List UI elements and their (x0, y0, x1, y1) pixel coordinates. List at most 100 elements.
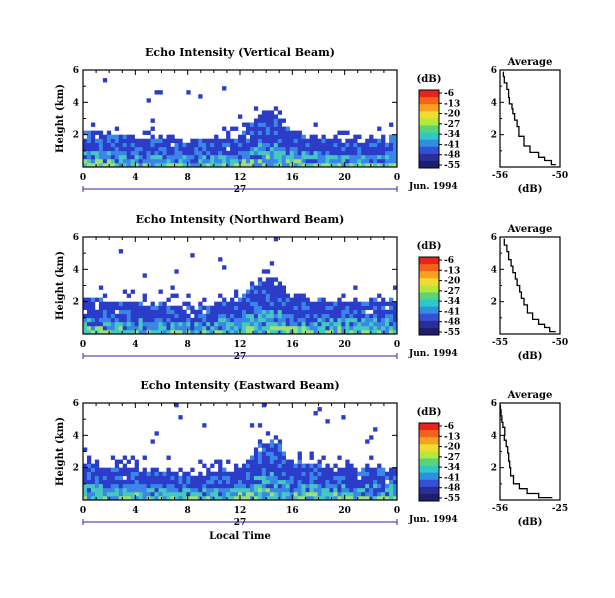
echo-cell (238, 309, 243, 315)
echo-cell (321, 467, 326, 473)
echo-cell (337, 317, 342, 323)
echo-cell (281, 317, 286, 323)
echo-cell (230, 126, 235, 131)
echo-cell (190, 309, 195, 315)
echo-cell (142, 467, 147, 473)
echo-cell (393, 471, 398, 477)
echo-cell (353, 297, 358, 302)
echo-cell (241, 150, 247, 156)
echo-cell (186, 146, 191, 152)
echo-cell (186, 90, 191, 95)
echo-cell (226, 305, 231, 311)
echo-cell (86, 150, 92, 156)
echo-cell (333, 491, 338, 497)
echo-cell (106, 158, 112, 164)
echo-cell (83, 321, 88, 327)
echo-cell (249, 154, 255, 160)
echo-cell (218, 293, 223, 298)
echo-cell (150, 483, 155, 489)
echo-cell (102, 491, 108, 497)
echo-cell (297, 475, 302, 481)
echo-cell (218, 459, 223, 464)
echo-cell (309, 150, 314, 156)
echo-cell (265, 150, 271, 156)
echo-cell (285, 487, 290, 493)
echo-cell (273, 114, 279, 119)
echo-cell (102, 158, 108, 164)
echo-cell (313, 321, 318, 327)
echo-cell (361, 475, 366, 481)
echo-cell (321, 483, 326, 489)
echo-cell (377, 329, 382, 335)
echo-cell (83, 491, 88, 497)
colorbar-tick-label: -6 (444, 422, 454, 432)
echo-cell (353, 317, 358, 323)
echo-cell (178, 142, 183, 148)
echo-cell (337, 491, 342, 497)
echo-cell (369, 146, 374, 152)
echo-cell (142, 130, 147, 135)
echo-cell (345, 154, 350, 160)
echo-cell (210, 491, 215, 497)
echo-cell (94, 313, 100, 319)
echo-cell (317, 407, 322, 412)
echo-cell (341, 487, 346, 493)
echo-cell (377, 317, 382, 323)
echo-cell (269, 261, 275, 266)
echo-cell (245, 313, 251, 319)
echo-cell (114, 126, 120, 131)
echo-cell (226, 138, 231, 144)
echo-cell (365, 487, 370, 493)
echo-cell (269, 293, 275, 298)
echo-cell (353, 467, 358, 473)
echo-cell (269, 138, 275, 144)
echo-cell (289, 471, 294, 477)
echo-cell (253, 483, 259, 489)
echo-cell (214, 146, 219, 152)
echo-cell (130, 487, 135, 493)
echo-cell (98, 475, 104, 481)
echo-cell (218, 467, 223, 473)
echo-cell (134, 305, 139, 311)
echo-cell (313, 475, 318, 481)
echo-cell (94, 138, 100, 144)
echo-cell (333, 301, 338, 307)
echo-cell (385, 495, 390, 501)
echo-cell (222, 305, 227, 311)
echo-cell (249, 459, 255, 464)
echo-cell (234, 495, 239, 501)
echo-cell (245, 471, 251, 477)
echo-cell (329, 321, 334, 327)
echo-cell (130, 289, 135, 294)
echo-cell (154, 158, 159, 164)
echo-cell (389, 142, 394, 148)
echo-cell (249, 301, 255, 307)
x-tick-label: 8 (185, 173, 191, 183)
colorbar-tick-label: -55 (444, 494, 460, 504)
echo-cell (218, 309, 223, 315)
echo-cell (309, 154, 314, 160)
echo-cell (190, 154, 195, 160)
echo-cell (190, 329, 195, 335)
echo-cell (257, 118, 263, 123)
echo-cell (222, 138, 227, 144)
echo-cell (257, 134, 263, 140)
echo-cell (214, 495, 219, 501)
echo-cell (202, 329, 207, 335)
echo-cell (265, 122, 271, 127)
echo-cell (206, 471, 211, 477)
echo-cell (277, 297, 283, 302)
echo-cell (218, 154, 223, 160)
echo-cell (317, 138, 322, 144)
echo-cell (261, 158, 267, 164)
echo-cell (158, 305, 163, 311)
echo-cell (341, 415, 346, 420)
echo-cell (98, 491, 104, 497)
echo-cell (162, 158, 167, 164)
echo-cell (265, 459, 271, 464)
average-y-tick-label: 4 (491, 431, 497, 441)
colorbar-tick-label: -20 (444, 110, 460, 120)
echo-cell (357, 325, 362, 331)
echo-cell (94, 329, 100, 335)
echo-cell (317, 162, 322, 168)
